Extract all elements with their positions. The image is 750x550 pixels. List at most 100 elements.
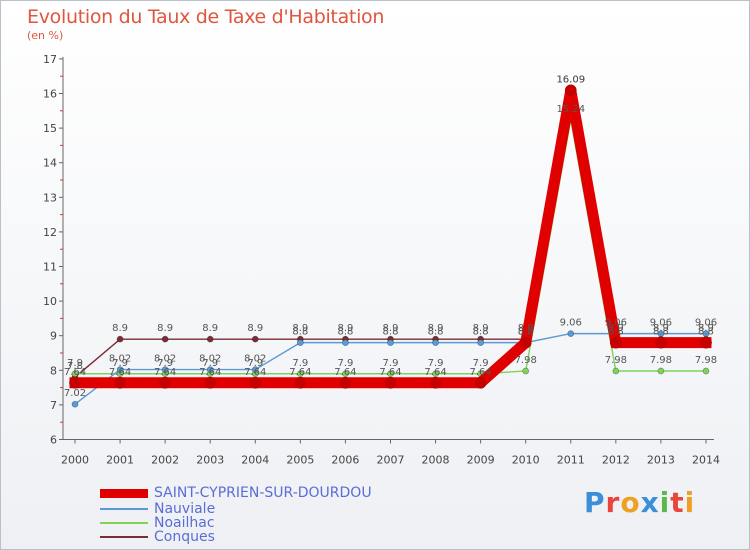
legend-swatch	[100, 508, 148, 510]
data-label: 7.64	[424, 367, 446, 378]
data-label: 8.02	[109, 354, 131, 365]
data-point	[206, 366, 214, 373]
data-point	[702, 367, 710, 375]
legend-swatch	[100, 522, 148, 524]
data-label: 9.06	[650, 318, 672, 329]
data-label: 8.8	[653, 327, 669, 338]
data-label: 7.9	[473, 358, 489, 369]
data-point	[702, 330, 710, 337]
data-label: 8.8	[473, 327, 489, 338]
data-point	[204, 376, 217, 389]
x-tick-label: 2005	[286, 454, 314, 467]
data-label: 7.9	[337, 358, 353, 369]
data-point	[567, 330, 575, 337]
x-tick-label: 2007	[376, 454, 404, 467]
y-tick-label: 11	[43, 261, 57, 274]
data-label: 8.9	[383, 323, 399, 334]
data-point	[657, 367, 665, 375]
data-label: 7.64	[244, 367, 266, 378]
data-label: 16.09	[556, 74, 585, 85]
data-point	[71, 400, 79, 408]
data-label: 7.98	[605, 355, 627, 366]
data-label: 8.9	[247, 323, 263, 334]
data-label: 8.02	[199, 354, 221, 365]
data-point	[116, 366, 124, 373]
legend-label: SAINT-CYPRIEN-SUR-DOURDOU	[154, 485, 372, 501]
data-label: 8.9	[698, 323, 714, 334]
data-label: 7.64	[379, 367, 401, 378]
data-label: 7.64	[199, 367, 221, 378]
data-point	[609, 336, 622, 349]
data-label: 8.8	[608, 327, 624, 338]
y-tick-label: 10	[43, 295, 57, 308]
x-tick-label: 2013	[647, 454, 675, 467]
data-label: 8.8	[383, 327, 399, 338]
data-label: 7.9	[112, 358, 128, 369]
data-point	[432, 339, 439, 346]
x-tick-label: 2003	[196, 454, 224, 467]
data-point	[161, 366, 169, 373]
x-tick-label: 2000	[61, 454, 89, 467]
x-tick-label: 2012	[602, 454, 630, 467]
data-point	[700, 336, 712, 349]
data-label: 7.98	[650, 355, 672, 366]
data-point	[71, 370, 79, 378]
unit-label: (en %)	[27, 29, 64, 42]
data-point	[387, 370, 394, 378]
data-label: 8.9	[428, 323, 444, 334]
data-label: 8.9	[608, 323, 624, 334]
x-tick-label: 2011	[557, 454, 585, 467]
data-label: 7.9	[202, 358, 218, 369]
data-point	[297, 339, 304, 346]
data-point	[251, 366, 259, 373]
data-label: 8.9	[337, 323, 353, 334]
data-point	[477, 339, 484, 346]
legend-label: Conques	[154, 529, 215, 545]
data-label: 7.9	[157, 358, 173, 369]
data-label: 9.06	[560, 318, 582, 329]
data-point	[474, 376, 487, 389]
data-point	[387, 339, 394, 346]
data-point	[522, 367, 530, 375]
y-tick-label: 8	[50, 364, 57, 377]
legend-label: Nauviale	[154, 501, 216, 517]
data-label: 7.98	[695, 355, 717, 366]
y-tick-label: 13	[43, 191, 57, 204]
data-label: 9.06	[605, 318, 627, 329]
data-point	[432, 370, 439, 378]
data-point	[206, 335, 214, 343]
legend-item-conques: Conques	[100, 529, 215, 545]
data-point	[294, 376, 307, 389]
data-point	[384, 376, 397, 389]
data-label: 7.9	[67, 358, 83, 369]
data-label: 8.8	[518, 327, 534, 338]
x-tick-label: 2001	[106, 454, 134, 467]
data-label: 7.64	[469, 367, 491, 378]
data-label: 8.9	[518, 323, 534, 334]
legend-item-noailhac: Noailhac	[100, 515, 215, 531]
y-tick-label: 6	[50, 434, 57, 447]
data-point	[655, 336, 667, 349]
data-point	[342, 339, 349, 346]
data-point	[612, 367, 620, 375]
data-label: 8.8	[428, 327, 444, 338]
data-label: 7.9	[247, 358, 263, 369]
data-label: 8.9	[292, 323, 308, 334]
data-label: 8.8	[698, 327, 714, 338]
data-label: 8.9	[202, 323, 218, 334]
data-point	[159, 376, 171, 389]
y-tick-label: 7	[50, 399, 57, 412]
data-label: 7.98	[515, 355, 537, 366]
legend-swatch	[100, 488, 148, 498]
data-label: 8.9	[653, 323, 669, 334]
data-point	[161, 335, 169, 343]
data-point	[519, 336, 532, 349]
x-tick-label: 2009	[467, 454, 495, 467]
legend-item-saint-cyprien: SAINT-CYPRIEN-SUR-DOURDOU	[100, 485, 372, 501]
data-point	[114, 376, 126, 389]
legend-swatch	[100, 536, 148, 538]
data-point	[429, 376, 442, 389]
data-label: 7.8	[67, 361, 83, 372]
data-label: 15.24	[556, 104, 585, 115]
